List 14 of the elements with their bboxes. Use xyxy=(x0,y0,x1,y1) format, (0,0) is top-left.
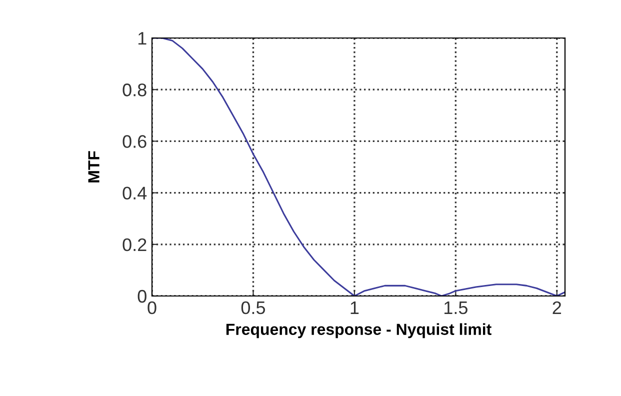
y-tick-label: 0.8 xyxy=(122,84,146,96)
y-tick-label: 0 xyxy=(138,290,146,303)
line-series xyxy=(152,38,565,296)
y-tick-label: 0.6 xyxy=(122,135,146,148)
x-tick-label: 0 xyxy=(148,301,156,314)
y-tick-label: 1 xyxy=(138,32,146,45)
x-tick-label: 2 xyxy=(552,301,562,314)
x-tick-label: 1 xyxy=(350,302,359,314)
x-axis-title: Frequency response - Nyquist limit xyxy=(226,323,492,338)
x-tick-label: 1.5 xyxy=(444,302,468,314)
y-axis-title: MTF xyxy=(88,151,100,182)
y-tick-label: 0.4 xyxy=(122,186,147,200)
x-tick-label: 0.5 xyxy=(241,301,266,314)
y-tick-label: 0.2 xyxy=(122,238,146,252)
